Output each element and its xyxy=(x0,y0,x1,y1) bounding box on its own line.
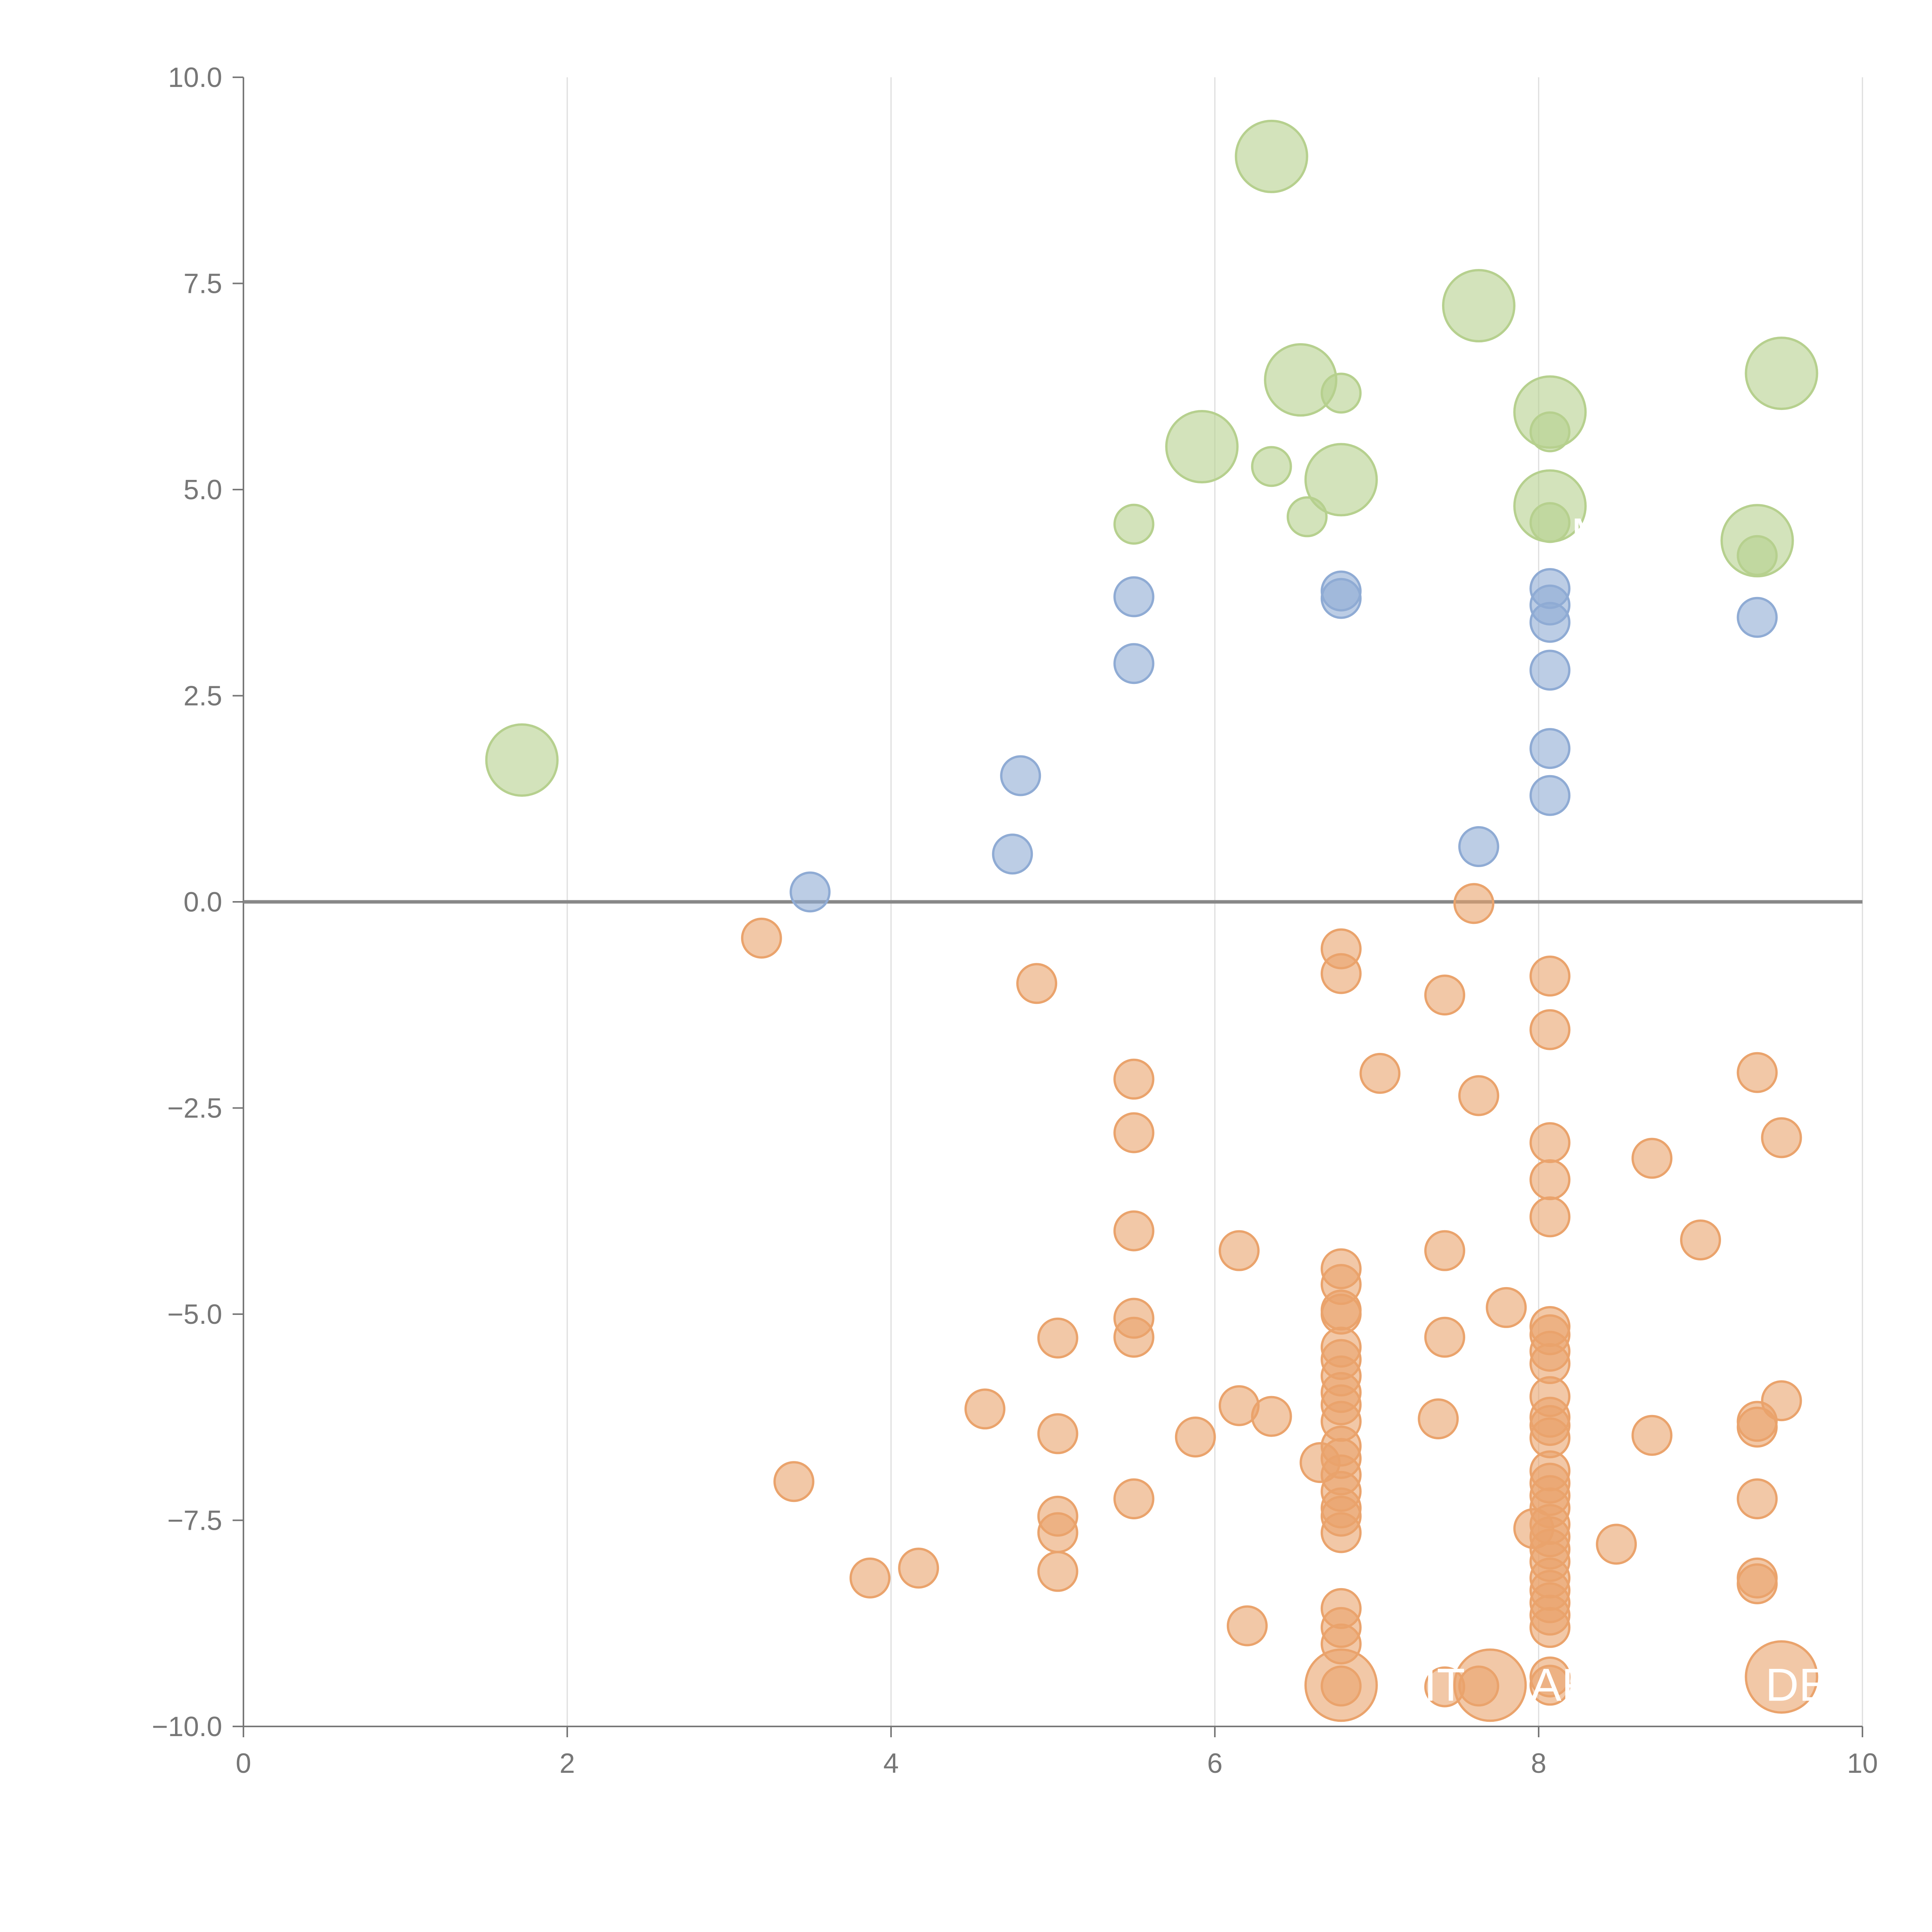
data-point xyxy=(1251,446,1292,487)
data-point xyxy=(1113,1058,1155,1100)
data-point xyxy=(1113,1316,1155,1358)
data-point-large xyxy=(1745,337,1818,410)
data-point xyxy=(964,1388,1006,1430)
data-point xyxy=(1631,1415,1673,1456)
data-point xyxy=(1037,1512,1078,1553)
data-point xyxy=(1680,1219,1721,1260)
data-point xyxy=(789,871,831,913)
data-point xyxy=(1736,1563,1778,1604)
data-point xyxy=(1761,1380,1802,1422)
data-point-large xyxy=(1235,119,1308,193)
point-label: MC xyxy=(1571,509,1643,560)
x-tick-label: 2 xyxy=(560,1748,575,1779)
data-point xyxy=(898,1548,939,1589)
data-point xyxy=(1486,1287,1527,1328)
x-tick-label: 0 xyxy=(236,1748,251,1779)
y-tick-label: 0.0 xyxy=(184,887,222,918)
data-point xyxy=(1736,597,1778,638)
data-point xyxy=(1016,963,1058,1004)
data-point xyxy=(1736,1406,1778,1448)
y-tick-label: 2.5 xyxy=(184,681,222,712)
y-tick-label: 5.0 xyxy=(184,474,222,505)
point-label: DE xyxy=(1765,1659,1830,1711)
data-point xyxy=(1529,602,1571,643)
data-point xyxy=(1761,1117,1802,1158)
data-point xyxy=(1113,576,1155,617)
data-point-large xyxy=(1513,469,1587,543)
y-tick-label: −5.0 xyxy=(167,1299,222,1330)
data-point xyxy=(1529,1665,1571,1706)
data-point-large xyxy=(1264,343,1338,417)
data-point-large xyxy=(1513,375,1587,449)
data-point xyxy=(1736,1052,1778,1093)
data-point xyxy=(1037,1413,1078,1454)
y-tick-label: 10.0 xyxy=(168,62,222,93)
data-point-large xyxy=(1165,410,1239,484)
data-point xyxy=(1529,1122,1571,1163)
data-point xyxy=(1631,1138,1673,1179)
data-point xyxy=(1458,1075,1499,1116)
data-point xyxy=(1251,1396,1292,1437)
data-point xyxy=(1596,1524,1637,1565)
data-point xyxy=(1424,975,1465,1016)
data-point xyxy=(741,917,782,959)
data-point xyxy=(1529,728,1571,769)
data-point xyxy=(1529,1159,1571,1201)
data-points xyxy=(485,119,1818,1722)
data-point-large xyxy=(1304,443,1378,517)
data-point xyxy=(1113,643,1155,684)
data-point xyxy=(992,833,1033,875)
data-point xyxy=(1529,956,1571,997)
data-point xyxy=(1424,1230,1465,1271)
point-label: PIT xyxy=(1393,1659,1465,1711)
data-point xyxy=(1037,1317,1078,1359)
data-point xyxy=(1175,1416,1216,1458)
data-point xyxy=(1113,1112,1155,1153)
data-point xyxy=(1320,578,1362,619)
data-point xyxy=(1226,1605,1268,1646)
point-labels: MC PIT AR DE xyxy=(1393,509,1830,1711)
data-point xyxy=(1458,826,1499,867)
data-point xyxy=(1359,1053,1401,1094)
data-point-large xyxy=(1720,504,1794,578)
data-point xyxy=(1736,1478,1778,1520)
y-tick-label: −7.5 xyxy=(167,1505,222,1536)
y-tick-label: −10.0 xyxy=(152,1711,222,1742)
x-tick-label: 6 xyxy=(1207,1748,1223,1779)
data-point xyxy=(773,1461,815,1502)
data-point xyxy=(1113,1478,1155,1520)
data-point xyxy=(1113,503,1155,545)
data-point xyxy=(1320,953,1362,994)
data-point xyxy=(1529,1009,1571,1050)
data-point-large xyxy=(1745,1640,1818,1714)
y-tick-label: −2.5 xyxy=(167,1093,222,1124)
data-point xyxy=(1113,1210,1155,1252)
data-point xyxy=(1529,1196,1571,1238)
data-point xyxy=(1000,755,1041,796)
x-tick-label: 10 xyxy=(1847,1748,1878,1779)
x-tick-label: 4 xyxy=(883,1748,899,1779)
x-tick-label: 8 xyxy=(1531,1748,1546,1779)
data-point xyxy=(1218,1230,1260,1271)
data-point xyxy=(1529,775,1571,816)
data-point xyxy=(849,1557,891,1599)
data-point-large xyxy=(1442,269,1515,343)
data-point xyxy=(1529,650,1571,691)
y-tick-label: 7.5 xyxy=(184,269,222,299)
data-point xyxy=(1424,1316,1465,1358)
axes: 0 2 4 6 8 10 10.0 7.5 5.0 2.5 0.0 −2.5 −5.0 −7.5 −10.0 xyxy=(152,62,1878,1779)
data-point-large xyxy=(1304,1648,1378,1722)
data-point-large xyxy=(1453,1648,1527,1722)
data-point xyxy=(1418,1398,1459,1440)
data-point-large xyxy=(485,723,559,797)
data-point xyxy=(1453,883,1495,924)
data-point xyxy=(1037,1551,1078,1592)
point-label: AR xyxy=(1531,1659,1595,1711)
data-point xyxy=(1320,1512,1362,1553)
data-point xyxy=(1529,1607,1571,1648)
